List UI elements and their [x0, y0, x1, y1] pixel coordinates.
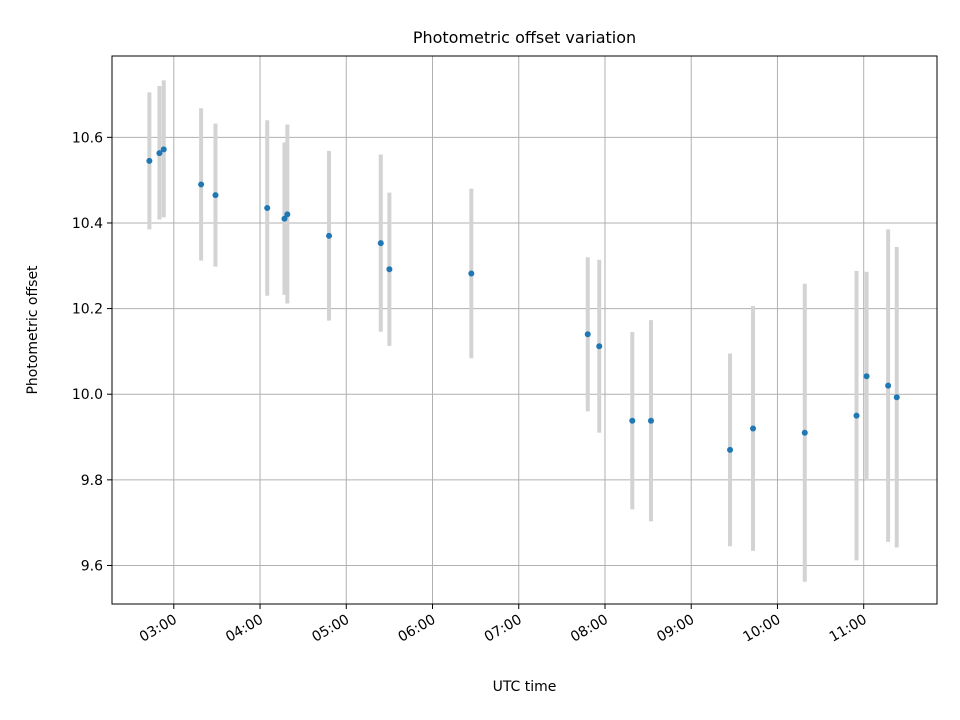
- chart-title: Photometric offset variation: [413, 28, 636, 47]
- data-point: [727, 446, 734, 453]
- y-tick-label: 10.0: [72, 387, 103, 403]
- data-points: [146, 146, 900, 453]
- x-axis-label: UTC time: [493, 679, 557, 695]
- data-point: [629, 417, 636, 424]
- data-point: [863, 373, 870, 380]
- data-point: [284, 211, 291, 218]
- grid: [112, 56, 937, 604]
- data-point: [212, 192, 219, 199]
- plot-area: [111, 55, 938, 605]
- y-tick-label: 9.6: [81, 558, 103, 574]
- data-point: [885, 382, 892, 389]
- data-point: [893, 394, 900, 401]
- data-point: [647, 417, 654, 424]
- data-point: [146, 157, 153, 164]
- data-point: [801, 429, 808, 436]
- data-point: [281, 215, 288, 222]
- data-point: [264, 204, 271, 211]
- data-point: [750, 425, 757, 432]
- data-point: [377, 240, 384, 247]
- data-point: [160, 146, 167, 153]
- y-tick-label: 10.2: [72, 302, 103, 318]
- data-point: [198, 181, 205, 188]
- y-tick-label: 10.4: [72, 216, 103, 232]
- data-point: [596, 343, 603, 350]
- y-axis-label: Photometric offset: [25, 265, 41, 395]
- data-point: [326, 232, 333, 239]
- y-tick-label: 10.6: [72, 130, 103, 146]
- data-point: [468, 270, 475, 277]
- data-point: [853, 412, 860, 419]
- y-axis-ticks: 9.6 9.8 10.0 10.2 10.4 10.6: [72, 130, 112, 574]
- data-point: [156, 150, 163, 157]
- data-point: [584, 331, 591, 338]
- y-tick-label: 9.8: [81, 473, 103, 489]
- data-point: [386, 266, 393, 273]
